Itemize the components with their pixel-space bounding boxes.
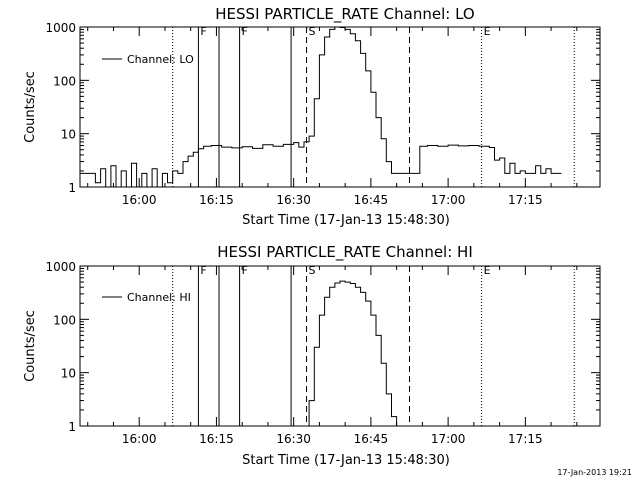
y-tick-label: 100 (53, 74, 76, 88)
y-axis-label-hi: Counts/sec (23, 310, 38, 382)
tick-marks-hi (80, 265, 600, 427)
x-tick-label: 17:15 (508, 432, 543, 446)
y-tick-label: 1000 (45, 260, 76, 274)
y-tick-label: 1000 (45, 21, 76, 35)
event-label: E (484, 264, 491, 277)
x-tick-labels-lo: 16:00 16:15 16:30 16:45 17:00 17:15 (122, 193, 543, 207)
legend-entry-hi: Channel: HI (127, 291, 191, 304)
panel-hi: HESSI PARTICLE_RATE Channel: HI Counts/s… (23, 243, 601, 468)
x-tick-label: 16:30 (276, 432, 311, 446)
event-label: F (200, 264, 206, 277)
event-label: F (200, 25, 206, 38)
event-label: F (242, 25, 248, 38)
x-tick-label: 16:30 (276, 193, 311, 207)
event-label: F (242, 264, 248, 277)
x-tick-label: 16:15 (199, 193, 234, 207)
x-tick-label: 17:00 (431, 193, 466, 207)
panel-lo: HESSI PARTICLE_RATE Channel: LO Counts/s… (23, 5, 601, 228)
event-label: S (309, 264, 316, 277)
y-tick-label: 1 (68, 181, 76, 195)
y-tick-labels-hi: 1 10 100 1000 (45, 260, 76, 434)
plot-frame-lo (79, 26, 601, 188)
legend-entry-lo: Channel: LO (127, 53, 194, 66)
y-tick-label: 100 (53, 313, 76, 327)
chart-title-hi: HESSI PARTICLE_RATE Channel: HI (217, 243, 473, 262)
x-tick-label: 16:00 (122, 193, 157, 207)
series-line-hi (306, 280, 398, 427)
y-tick-label: 10 (61, 367, 76, 381)
plot-frame-hi (79, 265, 601, 427)
x-tick-label: 16:00 (122, 432, 157, 446)
x-axis-label-lo: Start Time (17-Jan-13 15:48:30) (242, 213, 450, 228)
y-axis-label-lo: Counts/sec (23, 71, 38, 143)
x-tick-labels-hi: 16:00 16:15 16:30 16:45 17:00 17:15 (122, 432, 543, 446)
x-tick-label: 16:15 (199, 432, 234, 446)
x-tick-label: 16:45 (354, 432, 389, 446)
footer-timestamp: 17-Jan-2013 19:21 (557, 468, 632, 477)
tick-marks-lo (80, 26, 600, 188)
series-line-lo (80, 26, 562, 188)
x-axis-label-hi: Start Time (17-Jan-13 15:48:30) (242, 453, 450, 468)
legend-lo: Channel: LO (102, 53, 194, 66)
x-tick-label: 17:00 (431, 432, 466, 446)
x-tick-label: 17:15 (508, 193, 543, 207)
x-tick-label: 16:45 (354, 193, 389, 207)
event-label: S (309, 25, 316, 38)
legend-hi: Channel: HI (102, 291, 191, 304)
y-tick-label: 1 (68, 420, 76, 434)
y-tick-labels-lo: 1 10 100 1000 (45, 21, 76, 195)
event-label: E (484, 25, 491, 38)
y-tick-label: 10 (61, 128, 76, 142)
chart-title-lo: HESSI PARTICLE_RATE Channel: LO (215, 5, 474, 24)
